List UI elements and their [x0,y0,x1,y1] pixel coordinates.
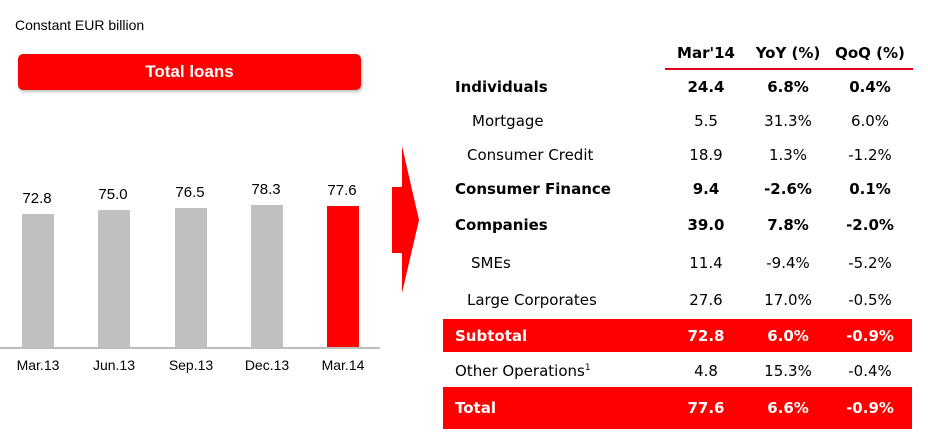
x-tick-label: Dec.13 [244,357,290,373]
cell-mar14: 9.4 [692,180,720,198]
bar-value-label: 72.8 [22,190,52,207]
bar-dec13 [251,205,283,348]
table-row-consumer-credit: Consumer Credit 18.9 1.3% -1.2% [443,138,912,172]
bar-value-label: 78.3 [251,181,281,198]
table-row-companies: Companies 39.0 7.8% -2.0% [443,208,912,242]
bar-mar14-highlight [327,206,359,348]
cell-qoq: -0.4% [848,362,892,380]
cell-yoy: -2.6% [764,180,812,198]
cell-yoy: 31.3% [764,112,812,130]
cell-mar14: 72.8 [687,326,725,345]
cell-yoy: 6.8% [767,78,809,96]
table-row-smes: SMEs 11.4 -9.4% -5.2% [443,246,912,280]
x-axis-line [0,347,380,349]
x-tick-label: Mar.14 [321,357,365,373]
row-label: Mortgage [472,112,544,130]
x-tick-label: Jun.13 [92,357,136,373]
cell-mar14: 4.8 [694,362,718,380]
bar-value-label: 76.5 [175,184,205,201]
cell-qoq: 6.0% [850,112,890,130]
row-label: Individuals [455,78,548,96]
chart-title: Total loans [145,62,234,81]
bar-mar13 [22,214,54,348]
cell-mar14: 39.0 [687,216,725,234]
table-row-subtotal: Subtotal 72.8 6.0% -0.9% [443,319,912,352]
x-tick-label: Sep.13 [168,357,214,373]
row-label: Companies [455,216,548,234]
cell-yoy: 7.8% [767,216,809,234]
row-label: Consumer Finance [455,180,611,198]
cell-yoy: -9.4% [766,254,810,272]
cell-qoq: -0.9% [846,326,894,345]
cell-qoq: -1.2% [848,146,892,164]
row-label: Other Operations1 [455,362,591,380]
cell-qoq: -0.9% [846,399,894,417]
bar-value-label: 75.0 [98,186,128,203]
table-row-large-corporates: Large Corporates 27.6 17.0% -0.5% [443,283,912,317]
cell-mar14: 18.9 [689,146,723,164]
column-header-mar14: Mar'14 [677,44,735,62]
column-header-yoy: YoY (%) [755,44,821,62]
bar-jun13 [98,210,130,348]
column-header-qoq: QoQ (%) [835,44,905,62]
table-row-consumer-finance: Consumer Finance 9.4 -2.6% 0.1% [443,172,912,206]
x-tick-label: Mar.13 [16,357,60,373]
row-label: Total [455,399,496,417]
header-underline [665,68,913,70]
footnote-marker: 1 [584,363,591,373]
row-label: SMEs [471,254,511,272]
cell-qoq: -2.0% [846,216,894,234]
table-row-mortgage: Mortgage 5.5 31.3% 6.0% [443,104,912,138]
cell-yoy: 1.3% [768,146,808,164]
table-row-total: Total 77.6 6.6% -0.9% [443,387,912,429]
row-label-text: Other Operations [455,362,585,380]
arrow-right-icon [392,146,419,293]
cell-qoq: 0.1% [849,180,891,198]
table-row-individuals: Individuals 24.4 6.8% 0.4% [443,70,912,104]
cell-mar14: 77.6 [687,399,725,417]
cell-mar14: 24.4 [687,78,725,96]
cell-yoy: 6.0% [767,326,809,345]
cell-yoy: 17.0% [764,291,812,309]
row-label: Large Corporates [467,291,597,309]
cell-qoq: 0.4% [849,78,891,96]
unit-label: Constant EUR billion [15,17,145,33]
bar-sep13 [175,208,207,348]
chart-title-banner: Total loans [18,54,361,90]
cell-mar14: 5.5 [694,112,718,130]
row-label: Subtotal [455,326,528,345]
bar-value-label: 77.6 [327,182,357,199]
cell-yoy: 15.3% [764,362,812,380]
cell-qoq: -5.2% [848,254,892,272]
cell-yoy: 6.6% [767,399,809,417]
cell-mar14: 27.6 [689,291,723,309]
table-row-other-operations: Other Operations1 4.8 15.3% -0.4% [443,354,912,388]
row-label: Consumer Credit [467,146,594,164]
cell-qoq: -0.5% [848,291,892,309]
cell-mar14: 11.4 [689,254,723,272]
